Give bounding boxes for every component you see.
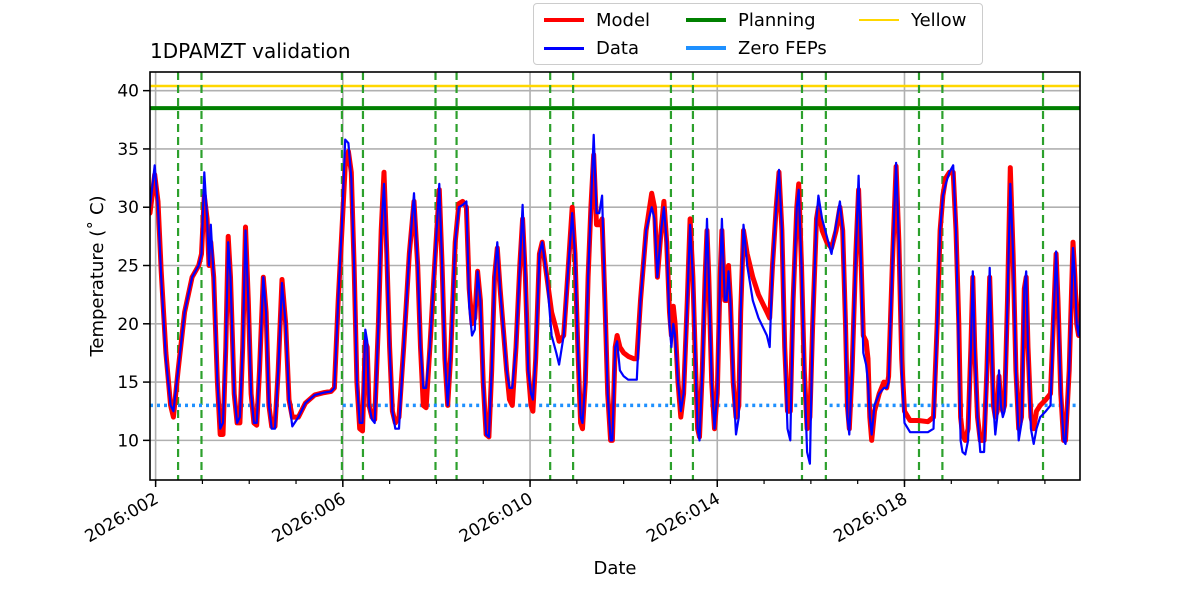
legend-item-yellow: Yellow [859,8,966,32]
legend-label-yellow: Yellow [911,9,967,31]
y-tick-label: 20 [117,315,139,335]
legend-label-planning: Planning [738,9,816,31]
y-tick-label: 15 [117,373,139,393]
y-tick-label: 40 [117,82,139,102]
legend-item-model: Model [544,8,650,32]
legend-item-zero-feps: Zero FEPs [686,36,827,60]
y-tick-label: 25 [117,257,139,277]
legend-swatch-planning [686,18,726,22]
series-line-data [150,133,1080,465]
y-tick-label: 35 [117,140,139,160]
legend-swatch-yellow [859,19,899,21]
legend-swatch-zero-feps [686,46,726,50]
plot-series [150,72,1080,480]
y-axis-label: Temperature (˚ C) [87,195,108,357]
legend-swatch-data [544,46,584,50]
x-axis-label: Date [593,558,636,579]
legend-label-zero-feps: Zero FEPs [738,37,827,59]
y-tick-label: 10 [117,431,139,451]
legend-swatch-model [544,18,584,22]
legend-item-data: Data [544,36,639,60]
axes-frame [149,71,1081,481]
y-tick-label: 30 [117,198,139,218]
legend-item-planning: Planning [686,8,816,32]
legend-label-data: Data [596,37,639,59]
legend-label-model: Model [596,9,651,31]
legend: Model Data Planning Zero FEPs Yellow [533,3,983,65]
plot-content [150,72,1080,480]
chart-title: 1DPAMZT validation [150,39,351,63]
